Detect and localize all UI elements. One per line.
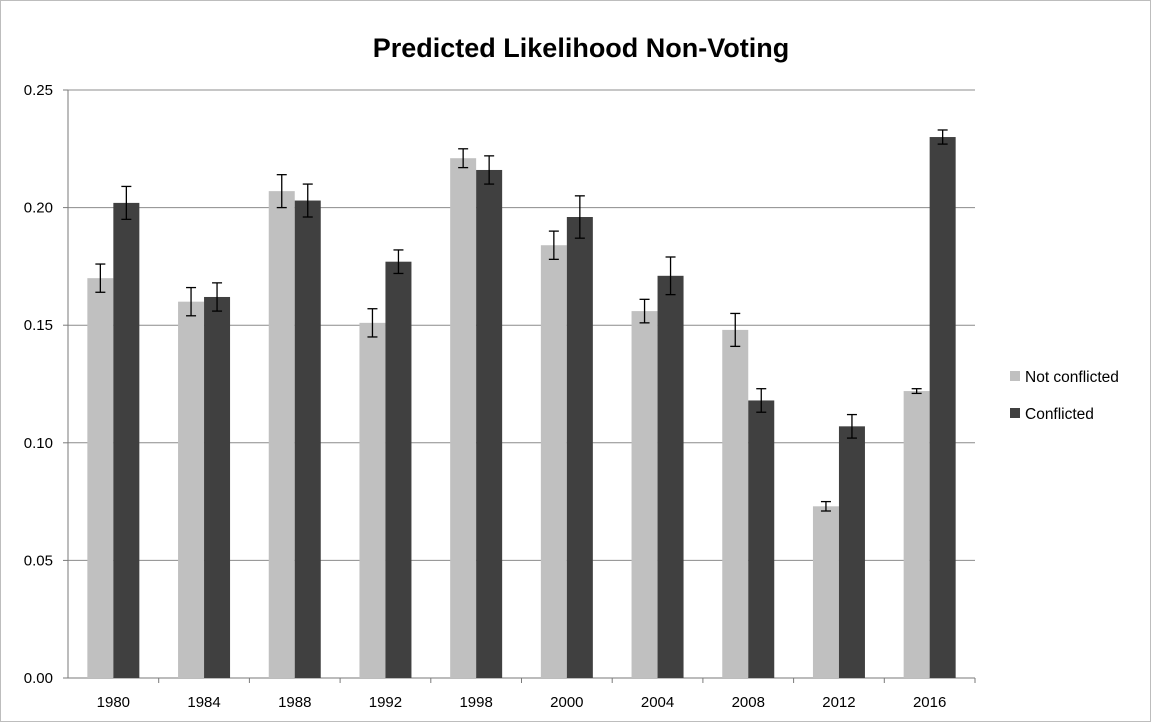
error-bar-conflicted-1984 (212, 282, 223, 312)
bar-conflicted-2004 (657, 275, 684, 678)
x-tick-label: 2004 (641, 694, 674, 711)
x-tick-label: 1988 (278, 694, 311, 711)
error-bar-not-conflicted-1988 (276, 174, 287, 209)
bar-conflicted-1992 (385, 261, 412, 678)
x-tick-label: 2016 (913, 694, 946, 711)
bar-not-conflicted-1992 (359, 322, 386, 678)
error-bar-conflicted-1988 (302, 183, 313, 218)
error-bar-conflicted-2012 (846, 413, 857, 439)
error-bar-not-conflicted-2016 (911, 388, 922, 395)
error-bar-not-conflicted-2004 (639, 298, 650, 324)
error-bar-not-conflicted-1992 (367, 308, 378, 338)
error-bar-conflicted-2008 (756, 388, 767, 413)
bar-conflicted-2008 (748, 400, 775, 678)
x-tick-label: 1980 (97, 694, 130, 711)
x-tick-label: 2012 (822, 694, 855, 711)
error-bars (95, 129, 948, 512)
error-bar-not-conflicted-1980 (95, 263, 106, 293)
error-bar-not-conflicted-2012 (820, 500, 831, 512)
error-bar-conflicted-2016 (937, 129, 948, 145)
y-tick-label: 0.25 (24, 82, 53, 99)
error-bar-conflicted-2000 (574, 195, 585, 239)
bar-not-conflicted-2004 (631, 311, 658, 678)
bar-conflicted-2016 (929, 137, 956, 679)
bar-conflicted-2000 (566, 217, 593, 678)
y-tick-label: 0.10 (24, 435, 53, 452)
error-bar-not-conflicted-2008 (730, 312, 741, 348)
bar-conflicted-1998 (476, 169, 503, 678)
y-tick-label: 0.00 (24, 670, 53, 687)
y-tick-label: 0.15 (24, 317, 53, 334)
bar-conflicted-1988 (294, 200, 321, 678)
x-tick-label: 1992 (369, 694, 402, 711)
x-tick-label: 1984 (187, 694, 220, 711)
bar-not-conflicted-2008 (722, 329, 749, 678)
bar-conflicted-1980 (113, 202, 140, 678)
legend-label: Conflicted (1025, 406, 1094, 423)
error-bar-conflicted-1980 (121, 185, 132, 221)
legend-swatch (1010, 408, 1020, 418)
bar-conflicted-2012 (838, 426, 865, 678)
bar-not-conflicted-1984 (178, 301, 205, 678)
bar-not-conflicted-2000 (540, 245, 567, 678)
legend-swatch (1010, 371, 1020, 381)
x-tick-label: 2000 (550, 694, 583, 711)
legend: Not conflicted Conflicted (1010, 369, 1119, 423)
error-bar-not-conflicted-1998 (458, 148, 469, 169)
bar-not-conflicted-2012 (812, 506, 839, 678)
x-tick-label: 2008 (732, 694, 765, 711)
bar-not-conflicted-1998 (450, 158, 477, 678)
tick-labels: 0.00 0.05 0.10 0.15 0.20 0.25 1980 1984 1988 1992… (24, 82, 947, 711)
legend-label: Not conflicted (1025, 369, 1119, 386)
bar-not-conflicted-1980 (87, 278, 114, 678)
bar-conflicted-1984 (204, 296, 231, 678)
error-bar-not-conflicted-2000 (548, 230, 559, 260)
error-bar-conflicted-1992 (393, 249, 404, 275)
x-tick-label: 1998 (459, 694, 492, 711)
error-bar-not-conflicted-1984 (186, 286, 197, 317)
error-bar-conflicted-1998 (484, 155, 495, 185)
y-tick-label: 0.20 (24, 200, 53, 217)
bar-not-conflicted-1988 (268, 191, 295, 679)
bars (87, 137, 956, 679)
bar-not-conflicted-2016 (903, 391, 930, 678)
y-tick-label: 0.05 (24, 552, 53, 569)
chart-title: Predicted Likelihood Non-Voting (373, 33, 790, 63)
error-bar-conflicted-2004 (665, 256, 676, 296)
